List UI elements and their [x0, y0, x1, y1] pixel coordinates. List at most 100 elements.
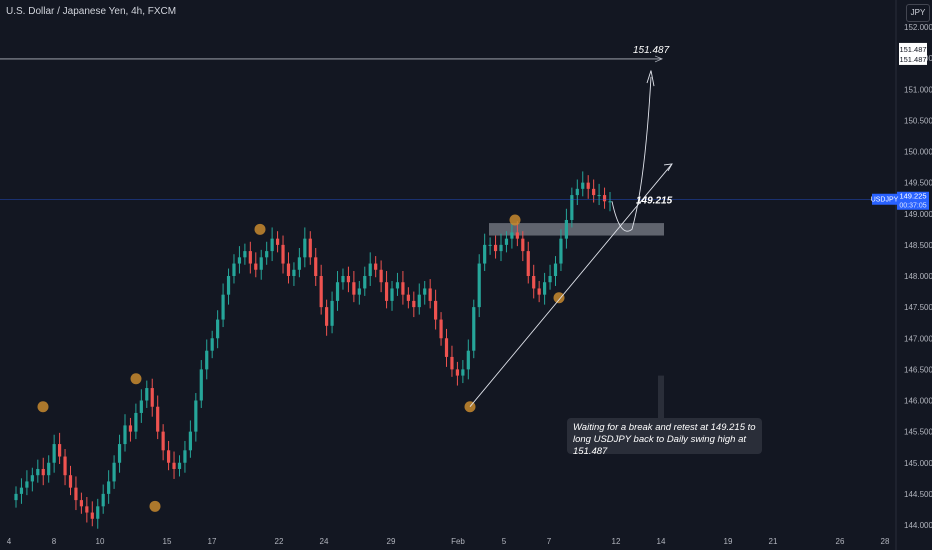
candle-body	[308, 238, 312, 258]
candle-body	[254, 263, 258, 270]
candle-body	[139, 400, 143, 413]
candle-body	[161, 431, 165, 451]
candle-body	[183, 450, 187, 463]
candle-body	[450, 356, 454, 370]
y-tick-label: 147.500	[904, 303, 932, 312]
candle-body	[205, 350, 209, 370]
target-arrowhead	[654, 55, 664, 63]
y-tick-label: 145.000	[904, 459, 932, 468]
candle-body	[564, 219, 569, 239]
candle-body	[286, 263, 291, 276]
candle-body	[602, 195, 607, 202]
candle-body	[521, 238, 525, 252]
candle-body	[570, 195, 574, 220]
candle-body	[19, 487, 24, 494]
candle-body	[428, 288, 432, 301]
candle-body	[128, 425, 133, 432]
candle-body	[248, 251, 252, 264]
candle-body	[466, 350, 470, 370]
candle-body	[504, 238, 509, 245]
candle-body	[237, 257, 242, 264]
candle-body	[597, 195, 601, 197]
target-label: 151.487	[633, 45, 670, 56]
y-tick-label: 149.500	[904, 179, 932, 188]
time-axis: 4 8 10 15 17 22 24 29 Feb 5 7 12 14 19 21 26 28	[7, 537, 890, 546]
candle-body	[335, 282, 340, 301]
x-tick-label: 29	[387, 537, 396, 546]
y-tick-label: 152.000	[904, 23, 932, 32]
candle-body	[96, 506, 100, 519]
y-tick-label: 148.000	[904, 272, 932, 281]
candle-body	[90, 512, 94, 519]
chart-title: U.S. Dollar / Japanese Yen, 4h, FXCM	[6, 6, 177, 17]
candle-body	[412, 300, 416, 308]
x-tick-label: 21	[769, 537, 778, 546]
y-tick-label: 149.000	[904, 210, 932, 219]
y-tick-label: 150.500	[904, 116, 932, 125]
y-tick-label: 147.000	[904, 334, 932, 343]
x-tick-label: 26	[836, 537, 845, 546]
candle-body	[57, 444, 62, 457]
y-tick-label: 144.000	[904, 521, 932, 530]
current-price-box	[897, 191, 929, 210]
candle-body	[123, 425, 127, 445]
candle-body	[166, 450, 171, 463]
current-price-value: 149.225	[899, 192, 926, 201]
y-tick-label: 151.000	[904, 85, 932, 94]
candle-body	[401, 282, 405, 295]
x-tick-label: 7	[547, 537, 552, 546]
candle-body	[434, 300, 438, 320]
candle-body	[30, 475, 34, 482]
candle-body	[74, 487, 78, 501]
candle-body	[150, 388, 154, 407]
candle-body	[493, 244, 498, 252]
x-tick-label: 15	[163, 537, 172, 546]
target-price-box	[899, 42, 927, 65]
candle-body	[117, 444, 122, 463]
candle-body	[52, 444, 56, 463]
candle-body	[532, 276, 536, 289]
candle-body	[575, 188, 579, 196]
swing-point-marker	[130, 373, 142, 385]
candle-body	[325, 307, 329, 326]
candle-body	[194, 400, 198, 432]
candle-body	[472, 307, 476, 351]
x-tick-label: 12	[612, 537, 621, 546]
trendline-arrowhead	[663, 163, 673, 172]
candle-body	[439, 319, 443, 339]
x-tick-label: 17	[208, 537, 217, 546]
candle-body	[406, 294, 410, 301]
candle-body	[548, 276, 552, 283]
candle-body	[275, 238, 280, 245]
candle-body	[259, 257, 263, 270]
target-price-value: 151.487	[899, 55, 926, 64]
currency-button[interactable]: JPY	[906, 4, 930, 22]
swing-point-marker	[254, 223, 266, 235]
candle-body	[177, 462, 182, 469]
candle-body	[592, 188, 596, 196]
candle-body	[68, 475, 73, 488]
candle-body	[210, 338, 214, 351]
candle-body	[384, 282, 389, 301]
candle-body	[341, 276, 345, 283]
y-tick-label: 146.000	[904, 397, 932, 406]
candle-body	[608, 201, 612, 203]
y-tick-label: 145.500	[904, 428, 932, 437]
symbol-tag	[872, 193, 897, 205]
candle-body	[314, 257, 318, 276]
price-axis: 144.000 144.500 145.000 145.500 146.000 146.5…	[871, 0, 932, 550]
candle-body	[357, 288, 361, 295]
candle-body	[36, 468, 40, 476]
candle-body	[346, 276, 351, 283]
x-tick-label: 28	[881, 537, 890, 546]
candle-body	[395, 282, 400, 289]
candle-body	[368, 263, 372, 276]
countdown-value: 00:37:05	[899, 203, 926, 210]
candle-body	[297, 257, 301, 270]
candle-body	[221, 294, 225, 320]
candle-body	[156, 406, 160, 432]
x-tick-label: 10	[96, 537, 105, 546]
candle-body	[63, 456, 67, 476]
swing-point-marker	[553, 292, 565, 304]
